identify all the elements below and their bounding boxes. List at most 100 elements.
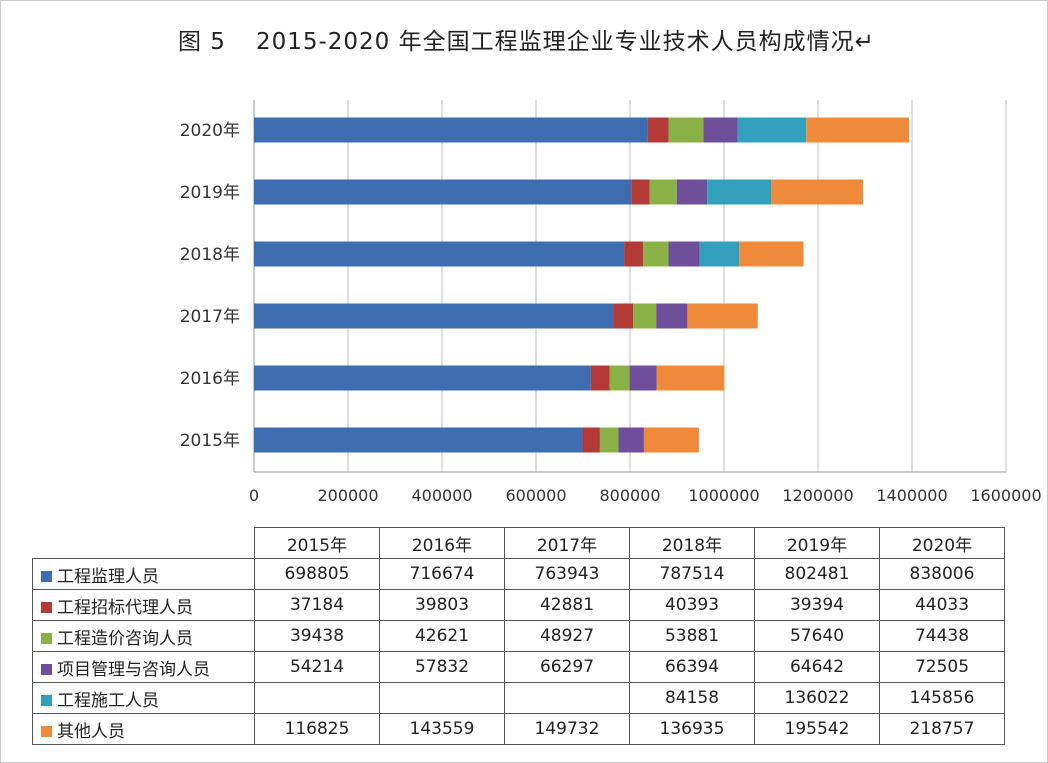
bar-segment — [633, 303, 657, 329]
x-tick-label: 400000 — [411, 486, 472, 505]
y-category-label: 2020年 — [180, 121, 240, 141]
x-tick-label: 600000 — [505, 486, 566, 505]
table-value-cell: 149732 — [504, 713, 630, 745]
series-name: 工程监理人员 — [57, 566, 159, 587]
table-value-cell: 763943 — [504, 558, 630, 590]
series-name: 其他人员 — [57, 721, 125, 742]
table-value-cell — [379, 682, 505, 714]
table-value-cell: 716674 — [379, 558, 505, 590]
table-row: 其他人员 116825 143559 149732 136935 195542 218757 — [32, 713, 1005, 745]
return-mark: ↵ — [854, 29, 875, 55]
table-header-cell: 2017年 — [504, 527, 630, 559]
series-name: 工程施工人员 — [57, 690, 159, 711]
table-value-cell — [254, 682, 380, 714]
table-header-cell: 2018年 — [629, 527, 755, 559]
series-label-cell: 工程招标代理人员 — [32, 589, 255, 621]
bar-segment — [668, 241, 700, 267]
legend-key — [41, 601, 52, 613]
legend-key — [41, 663, 52, 675]
table-value-cell: 39394 — [754, 589, 880, 621]
bar-segment — [739, 241, 804, 267]
table-value-cell: 42621 — [379, 620, 505, 652]
bar-segment — [649, 179, 677, 205]
table-value-cell: 44033 — [879, 589, 1005, 621]
legend-key — [41, 694, 52, 706]
bar-segment — [703, 117, 738, 143]
table-value-cell — [504, 682, 630, 714]
table-value-cell: 145856 — [879, 682, 1005, 714]
legend-key — [41, 632, 52, 644]
bar-segment — [631, 179, 650, 205]
table-value-cell: 195542 — [754, 713, 880, 745]
table-row: 工程造价咨询人员 39438 42621 48927 53881 57640 74438 — [32, 620, 1005, 652]
bar-segment — [643, 241, 669, 267]
table-value-cell: 838006 — [879, 558, 1005, 590]
table-value-cell: 42881 — [504, 589, 630, 621]
table-value-cell: 40393 — [629, 589, 755, 621]
legend-key — [41, 725, 52, 737]
table-value-cell: 116825 — [254, 713, 380, 745]
bar-segment — [647, 117, 669, 143]
series-name: 项目管理与咨询人员 — [57, 659, 210, 680]
bar-segment — [629, 365, 657, 391]
table-value-cell: 57832 — [379, 651, 505, 683]
table-value-cell: 143559 — [379, 713, 505, 745]
bar-segment — [618, 427, 644, 453]
table-value-cell: 39803 — [379, 589, 505, 621]
y-category-label: 2018年 — [180, 245, 240, 265]
table-value-cell: 57640 — [754, 620, 880, 652]
figure-title: 图 5 2015-2020 年全国工程监理企业专业技术人员构成情况↵ — [178, 22, 875, 56]
table-value-cell: 136022 — [754, 682, 880, 714]
figure-number: 图 5 — [178, 29, 226, 55]
bar-segment — [613, 303, 634, 329]
bar-segment — [254, 117, 648, 143]
table-value-cell: 136935 — [629, 713, 755, 745]
table-value-cell: 218757 — [879, 713, 1005, 745]
bar-segment — [656, 303, 688, 329]
bar-segment — [254, 427, 583, 453]
bar-segment — [254, 365, 591, 391]
series-label-cell: 项目管理与咨询人员 — [32, 651, 255, 683]
bar-segment — [624, 241, 644, 267]
table-value-cell: 74438 — [879, 620, 1005, 652]
bar-segment — [582, 427, 600, 453]
x-tick-label: 1200000 — [782, 486, 853, 505]
y-category-label: 2019年 — [180, 183, 240, 203]
bar-segment — [668, 117, 704, 143]
stacked-bar-chart: 0 200000 400000 600000 800000 1000000 1200000 1… — [180, 100, 1042, 505]
table-value-cell: 787514 — [629, 558, 755, 590]
x-tick-label: 800000 — [599, 486, 660, 505]
table-value-cell: 48927 — [504, 620, 630, 652]
bar-segment — [254, 241, 625, 267]
data-table: 2015年 2016年 2017年 2018年 2019年 2020年工程监理人员 6988… — [32, 527, 1005, 745]
table-row: 工程招标代理人员 37184 39803 42881 40393 39394 44033 — [32, 589, 1005, 621]
series-label-cell: 工程监理人员 — [32, 558, 255, 590]
bar-segment — [737, 117, 807, 143]
table-header-row: 2015年 2016年 2017年 2018年 2019年 2020年 — [32, 527, 1005, 559]
table-value-cell: 66297 — [504, 651, 630, 683]
table-value-cell: 53881 — [629, 620, 755, 652]
table-value-cell: 37184 — [254, 589, 380, 621]
series-name: 工程招标代理人员 — [57, 597, 193, 618]
series-label-cell: 工程造价咨询人员 — [32, 620, 255, 652]
table-value-cell: 698805 — [254, 558, 380, 590]
bar-segment — [643, 427, 699, 453]
bar-segment — [254, 303, 614, 329]
x-tick-label: 1000000 — [688, 486, 759, 505]
bar-segment — [676, 179, 708, 205]
table-value-cell: 802481 — [754, 558, 880, 590]
y-category-label: 2017年 — [180, 307, 240, 327]
bar-segment — [656, 365, 725, 391]
table-value-cell: 54214 — [254, 651, 380, 683]
bar-segment — [771, 179, 863, 205]
table-header-cell: 2020年 — [879, 527, 1005, 559]
table-value-cell: 66394 — [629, 651, 755, 683]
table-header-cell: 2015年 — [254, 527, 380, 559]
bar-segment — [609, 365, 630, 391]
bar-segment — [687, 303, 758, 329]
table-header-cell: 2019年 — [754, 527, 880, 559]
table-row: 工程施工人员 84158 136022 145856 — [32, 682, 1005, 714]
bar-segment — [806, 117, 909, 143]
figure-title-text: 2015-2020 年全国工程监理企业专业技术人员构成情况 — [255, 29, 855, 55]
legend-key — [41, 570, 52, 582]
